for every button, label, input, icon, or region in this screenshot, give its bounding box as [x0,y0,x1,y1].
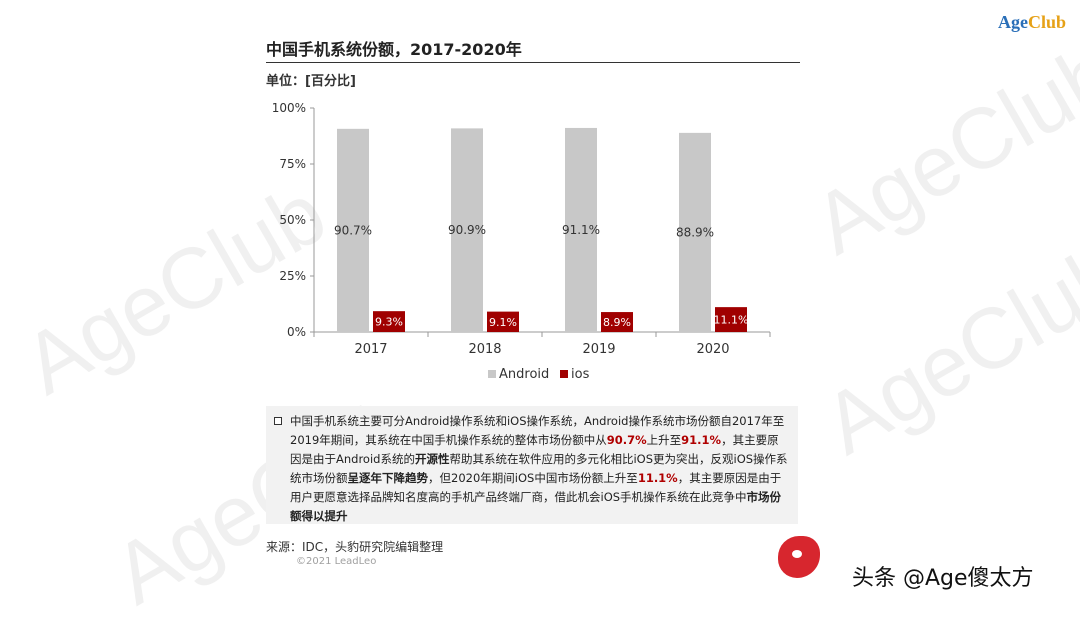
ios-bar [715,307,747,332]
ios-bar [601,312,633,332]
copyright-text: ©2021 LeadLeo [296,556,377,567]
x-tick-label: 2017 [354,342,387,357]
ios-data-label: 9.3% [375,316,403,329]
chart-title: 中国手机系统份额，2017-2020年 [266,40,522,59]
android-data-label: 90.7% [334,223,372,237]
android-bar [451,128,483,332]
y-tick-label: 100% [272,101,306,115]
android-bar [565,127,597,332]
android-data-label: 90.9% [448,223,486,237]
legend-label-ios: ios [571,367,590,382]
legend-swatch-ios [560,370,568,378]
ios-data-label: 11.1% [714,314,749,327]
footer-handle: 头条 @Age傻太方 [852,566,1034,591]
bar-chart: 0% 25% 50% 75% 100% 90.7% 9.3% 2017 90.9% 9.1% 201… [272,101,771,382]
x-tick-label: 2020 [696,342,729,357]
ios-bar [373,311,405,332]
legend-label-android: Android [499,367,549,382]
x-tick-label: 2019 [582,342,615,357]
ios-data-label: 9.1% [489,316,517,329]
android-bar [679,132,711,332]
ios-data-label: 8.9% [603,316,631,329]
analysis-note: 中国手机系统主要可分Android操作系统和iOS操作系统，Android操作系… [266,406,798,524]
title-divider [266,62,800,63]
y-tick-label: 0% [287,325,306,339]
source-text: 来源：IDC，头豹研究院编辑整理 [266,540,444,554]
brand-logo: AgeClub [997,12,1066,32]
y-tick-label: 50% [279,213,306,227]
y-tick-label: 75% [279,157,306,171]
unit-label: 单位：[百分比] [266,74,356,89]
watermark: AgeClub [797,25,1080,274]
ios-bar [487,311,519,332]
watermark: AgeClub [807,225,1080,474]
android-bar [337,128,369,332]
y-tick-label: 25% [279,269,306,283]
android-data-label: 88.9% [676,225,714,239]
checkbox-bullet-icon [274,417,282,425]
x-tick-label: 2018 [468,342,501,357]
android-data-label: 91.1% [562,223,600,237]
legend-swatch-android [488,370,496,378]
leopard-logo-icon [778,536,820,578]
